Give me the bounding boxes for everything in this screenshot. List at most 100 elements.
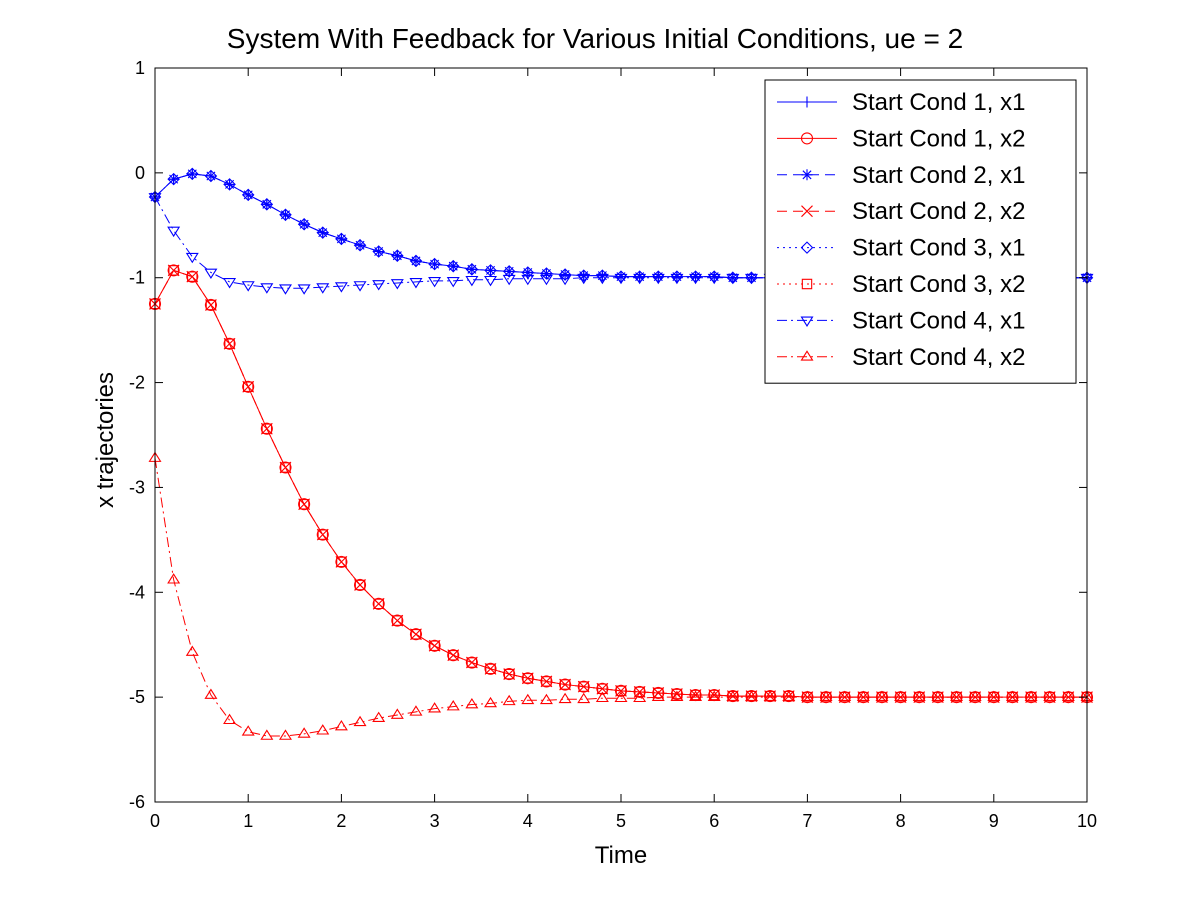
- data-point: [652, 271, 664, 283]
- legend: Start Cond 1, x1 Start Cond 1, x2 Start Co…: [764, 79, 1077, 384]
- data-point: [522, 266, 534, 278]
- data-point: [521, 672, 534, 685]
- data-point: [428, 277, 442, 288]
- y-tick-label: -3: [129, 477, 145, 497]
- data-point: [596, 682, 609, 695]
- legend-item: Start Cond 4, x2: [777, 344, 1025, 371]
- data-point: [205, 299, 217, 311]
- data-point: [912, 690, 926, 701]
- data-point: [298, 498, 311, 511]
- data-point: [223, 178, 236, 191]
- legend-item: Start Cond 3, x1: [777, 235, 1025, 262]
- data-point: [167, 264, 180, 277]
- data-point: [372, 245, 385, 258]
- data-point: [316, 528, 329, 541]
- x-tick-label: 6: [709, 811, 719, 831]
- x-axis-label: Time: [595, 842, 647, 869]
- data-point: [428, 702, 442, 713]
- data-point: [539, 274, 553, 286]
- data-point: [819, 690, 833, 701]
- data-point: [372, 711, 386, 722]
- data-point: [297, 217, 311, 231]
- data-point: [186, 167, 199, 181]
- data-point: [894, 690, 908, 701]
- data-point: [764, 690, 777, 702]
- data-point: [372, 597, 385, 610]
- data-point: [204, 268, 218, 280]
- data-point: [261, 423, 273, 434]
- data-point: [185, 252, 199, 264]
- data-point: [353, 715, 367, 727]
- data-point: [353, 281, 367, 292]
- data-point: [242, 189, 254, 201]
- data-point: [614, 691, 628, 703]
- data-point: [260, 729, 274, 740]
- legend-item: Start Cond 2, x2: [777, 198, 1025, 225]
- data-point: [577, 269, 590, 282]
- data-point: [278, 729, 292, 740]
- data-point: [503, 668, 516, 681]
- data-point: [278, 284, 292, 295]
- legend-swatch-marker: [801, 278, 813, 290]
- data-point: [316, 528, 329, 541]
- data-point: [335, 233, 347, 245]
- data-point: [577, 680, 590, 693]
- data-point: [968, 690, 982, 701]
- data-point: [502, 694, 516, 706]
- data-point: [502, 274, 516, 286]
- data-point: [1043, 690, 1057, 701]
- data-point: [223, 337, 236, 350]
- data-point: [727, 272, 739, 284]
- data-point: [241, 725, 255, 736]
- data-point: [540, 267, 553, 280]
- data-point: [670, 273, 684, 285]
- data-point: [782, 690, 795, 702]
- data-point: [708, 271, 720, 283]
- data-point: [633, 691, 647, 703]
- data-point: [223, 278, 237, 289]
- data-point: [260, 422, 273, 435]
- data-point: [428, 639, 441, 652]
- legend-item: Start Cond 4, x1: [777, 307, 1025, 334]
- data-point: [726, 273, 740, 285]
- data-point: [875, 690, 889, 701]
- data-point: [410, 628, 422, 641]
- data-point: [334, 282, 348, 293]
- data-point: [224, 338, 235, 349]
- data-point: [446, 277, 460, 288]
- y-tick-label: 1: [135, 58, 145, 78]
- y-tick-label: -1: [129, 268, 145, 288]
- data-point: [204, 688, 218, 699]
- data-point: [391, 614, 404, 627]
- data-point: [223, 337, 236, 350]
- data-point: [317, 529, 328, 540]
- data-point: [353, 578, 367, 591]
- data-point: [485, 264, 497, 276]
- legend-item: Start Cond 1, x2: [777, 125, 1025, 152]
- data-point: [260, 283, 274, 294]
- legend-item: Start Cond 3, x2: [777, 271, 1025, 298]
- data-point: [205, 170, 217, 182]
- data-point: [690, 271, 702, 283]
- data-point: [707, 690, 721, 701]
- data-point: [373, 246, 385, 257]
- data-point: [671, 271, 683, 283]
- data-point: [503, 265, 515, 277]
- data-point: [149, 298, 161, 310]
- data-point: [596, 682, 609, 695]
- data-point: [987, 690, 1001, 701]
- data-point: [373, 598, 384, 610]
- data-point: [689, 273, 703, 285]
- data-point: [745, 272, 757, 284]
- data-point: [521, 266, 535, 279]
- data-point: [559, 269, 571, 281]
- data-point: [484, 662, 497, 675]
- data-point: [670, 690, 684, 701]
- data-point: [503, 668, 516, 680]
- data-point: [522, 673, 534, 684]
- data-point: [390, 708, 404, 719]
- data-point: [242, 380, 255, 393]
- y-tick-label: -2: [129, 373, 145, 393]
- data-point: [653, 687, 664, 699]
